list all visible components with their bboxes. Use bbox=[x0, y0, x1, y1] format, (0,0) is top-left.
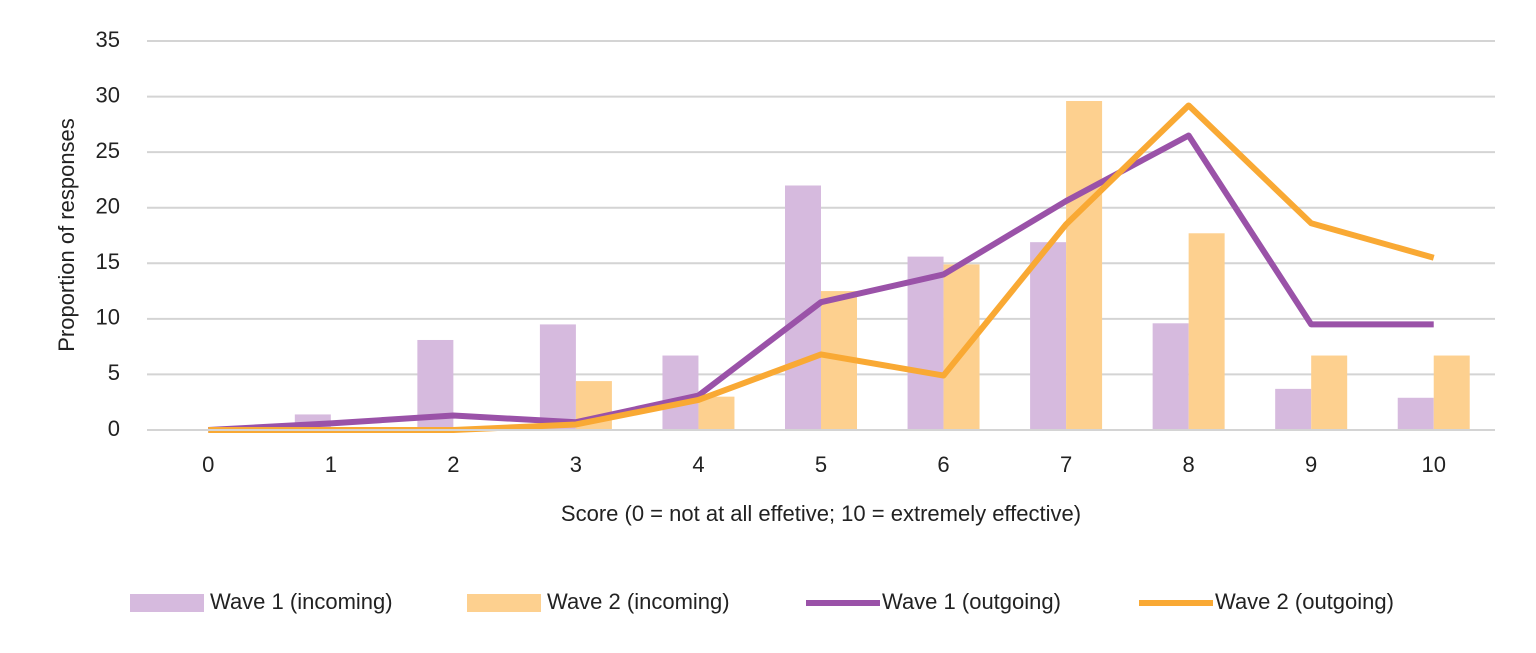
x-tick-label: 4 bbox=[692, 452, 704, 477]
bar bbox=[662, 355, 699, 430]
legend-swatch bbox=[130, 594, 204, 612]
x-tick-label: 8 bbox=[1183, 452, 1195, 477]
y-axis-title: Proportion of responses bbox=[54, 118, 79, 352]
x-tick-label: 9 bbox=[1305, 452, 1317, 477]
x-tick-label: 3 bbox=[570, 452, 582, 477]
bar bbox=[907, 256, 944, 430]
line bbox=[208, 132, 1434, 433]
legend-label: Wave 1 (outgoing) bbox=[882, 589, 1061, 614]
bar bbox=[1397, 397, 1434, 430]
x-tick-label: 0 bbox=[202, 452, 214, 477]
bar bbox=[539, 324, 576, 430]
x-tick-label: 10 bbox=[1421, 452, 1445, 477]
bar bbox=[1030, 242, 1067, 430]
y-tick-label: 30 bbox=[96, 82, 120, 107]
x-tick-label: 7 bbox=[1060, 452, 1072, 477]
bar bbox=[1188, 233, 1225, 430]
y-tick-label: 20 bbox=[96, 194, 120, 219]
bar bbox=[1275, 388, 1312, 430]
y-tick-label: 35 bbox=[96, 27, 120, 52]
bar bbox=[1066, 101, 1103, 430]
bar bbox=[1152, 323, 1189, 430]
y-tick-label: 5 bbox=[108, 360, 120, 385]
bar bbox=[698, 396, 735, 430]
y-tick-label: 0 bbox=[108, 416, 120, 441]
bar bbox=[943, 264, 980, 430]
y-tick-label: 25 bbox=[96, 138, 120, 163]
bar bbox=[1433, 355, 1470, 430]
legend-label: Wave 2 (outgoing) bbox=[1215, 589, 1394, 614]
x-tick-label: 2 bbox=[447, 452, 459, 477]
legend-label: Wave 2 (incoming) bbox=[547, 589, 730, 614]
legend-label: Wave 1 (incoming) bbox=[210, 589, 393, 614]
legend-swatch bbox=[467, 594, 541, 612]
y-tick-label: 15 bbox=[96, 249, 120, 274]
x-tick-label: 5 bbox=[815, 452, 827, 477]
y-tick-label: 10 bbox=[96, 305, 120, 330]
x-axis-title: Score (0 = not at all effetive; 10 = ext… bbox=[561, 501, 1081, 526]
bar bbox=[1311, 355, 1348, 430]
x-tick-label: 6 bbox=[937, 452, 949, 477]
x-tick-label: 1 bbox=[325, 452, 337, 477]
